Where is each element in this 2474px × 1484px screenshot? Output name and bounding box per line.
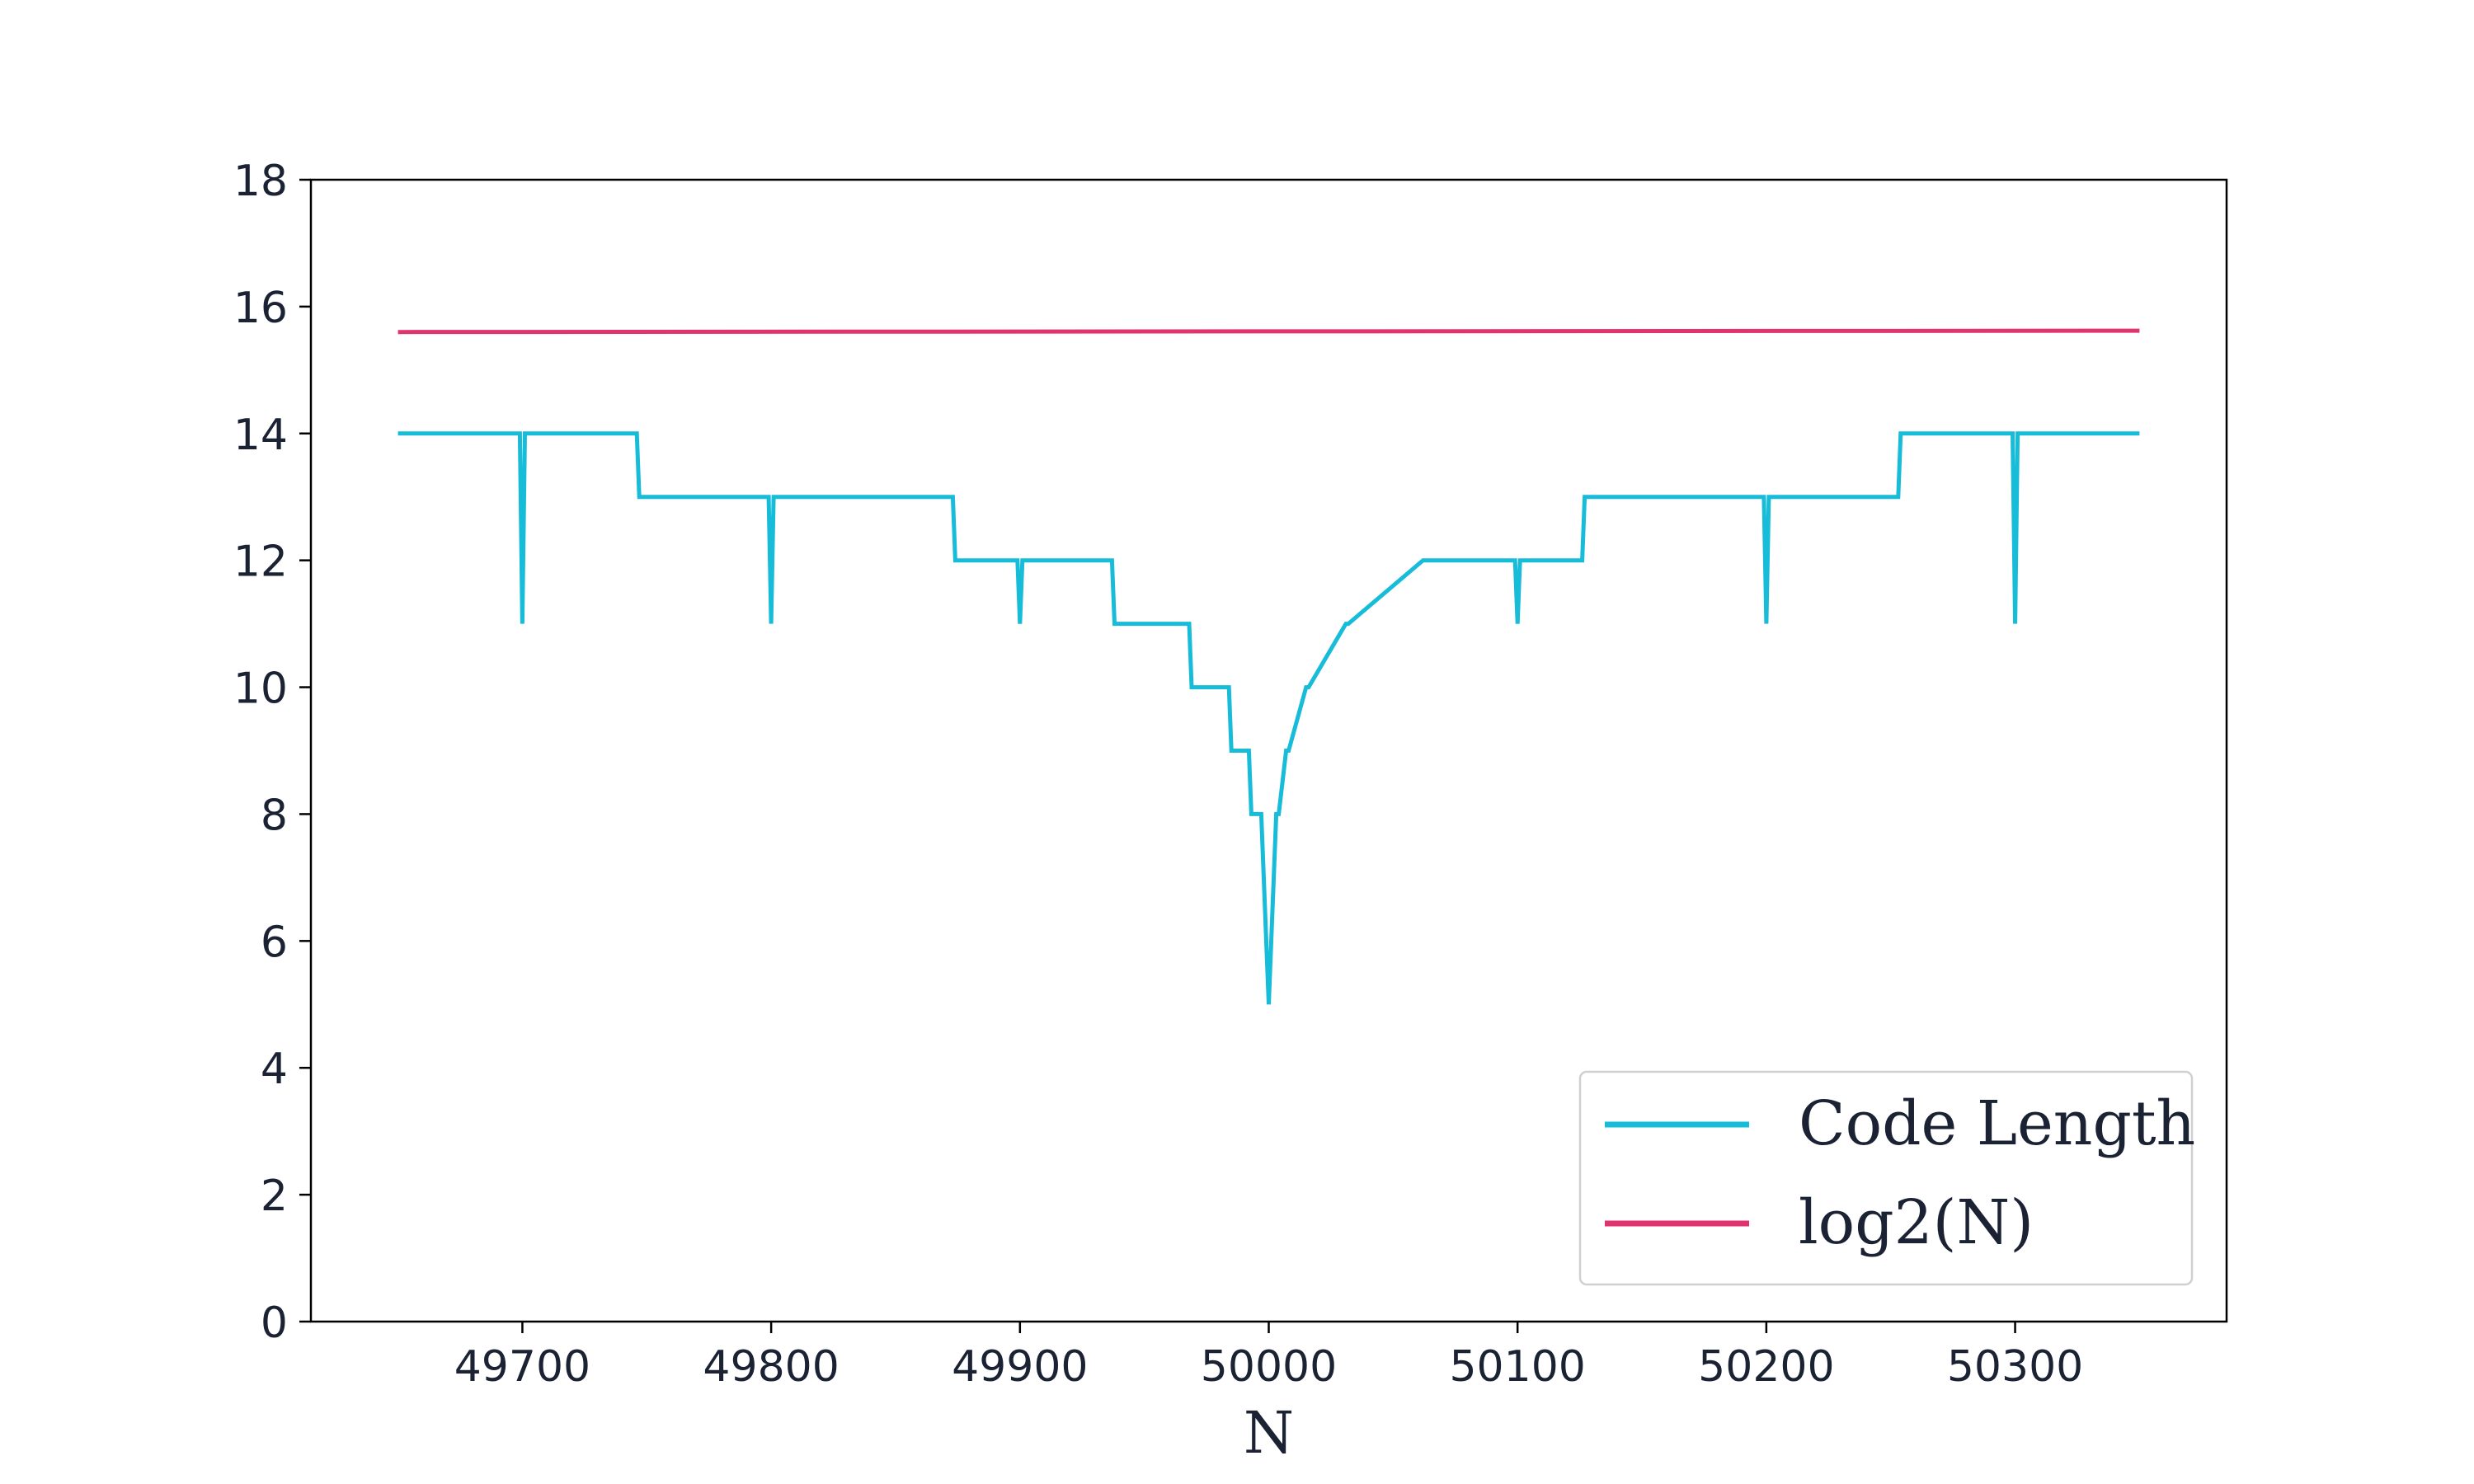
y-tick-label: 2 (261, 1172, 288, 1221)
y-tick-label: 8 (261, 791, 288, 840)
y-tick-label: 12 (233, 538, 288, 587)
y-tick-label: 0 (261, 1298, 288, 1348)
x-tick-label: 50100 (1449, 1342, 1585, 1392)
y-tick-label: 14 (233, 411, 288, 460)
x-tick-label: 50200 (1698, 1342, 1834, 1392)
y-tick-label: 4 (261, 1045, 288, 1094)
y-tick-label: 6 (261, 918, 288, 967)
x-tick-label: 49800 (703, 1342, 839, 1392)
x-tick-label: 50000 (1201, 1342, 1337, 1392)
x-tick-label: 50300 (1947, 1342, 2083, 1392)
x-tick-label: 49900 (952, 1342, 1088, 1392)
plot-marks (397, 328, 2140, 1005)
legend-label: log2(N) (1799, 1187, 2034, 1258)
x-tick-label: 49700 (454, 1342, 590, 1392)
y-tick-label: 16 (233, 284, 288, 333)
y-tick-label: 18 (233, 157, 288, 206)
y-axis: 0 2 4 6 8 10 12 14 16 18 (233, 157, 311, 1348)
x-axis: 49700 49800 49900 50000 50100 50200 50300 (454, 1322, 2083, 1392)
x-axis-title: N (1244, 1399, 1294, 1467)
legend: Code Length log2(N) (1578, 1070, 2195, 1286)
series-line-1 (397, 431, 2140, 1005)
series-line-2 (397, 328, 2140, 335)
y-tick-label: 10 (233, 665, 288, 714)
legend-label: Code Length (1799, 1088, 2195, 1159)
